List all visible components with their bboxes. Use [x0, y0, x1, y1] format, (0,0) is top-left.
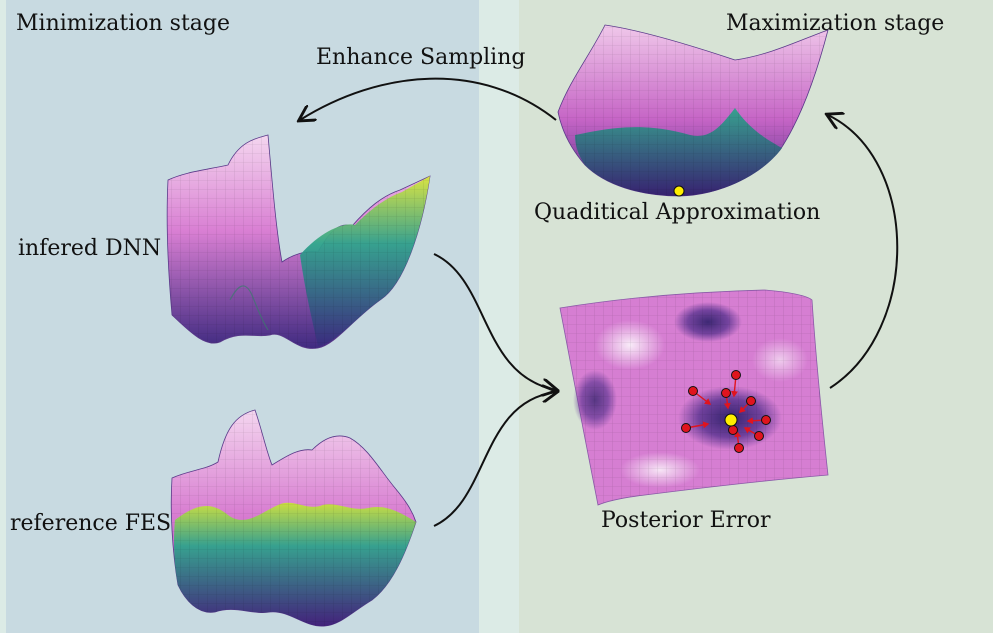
posterior-center-marker — [724, 413, 738, 427]
posterior-error-surface — [559, 289, 829, 506]
arrow-dnn-to-posterior — [433, 253, 556, 390]
bowl-minimum-marker — [673, 185, 685, 197]
arrow-posterior-to-quadratic — [828, 115, 899, 389]
inferred-dnn-surface — [166, 134, 431, 349]
quadratic-bowl-surface — [557, 24, 829, 197]
arrow-ref-to-posterior — [433, 392, 556, 527]
reference-fes-surface — [170, 409, 417, 627]
quadratic-approx-label: Quaditical Approximation — [534, 200, 820, 225]
sample-points — [681, 370, 771, 453]
maximization-title: Maximization stage — [726, 11, 944, 36]
posterior-error-label: Posterior Error — [601, 508, 771, 533]
sampling-markers — [681, 370, 771, 453]
enhance-sampling-label: Enhance Sampling — [316, 45, 525, 70]
minimization-title: Minimization stage — [16, 11, 230, 36]
reference-fes-label: reference FES — [10, 511, 171, 536]
inferred-dnn-label: infered DNN — [18, 236, 161, 261]
arrow-enhance-sampling — [300, 77, 557, 120]
